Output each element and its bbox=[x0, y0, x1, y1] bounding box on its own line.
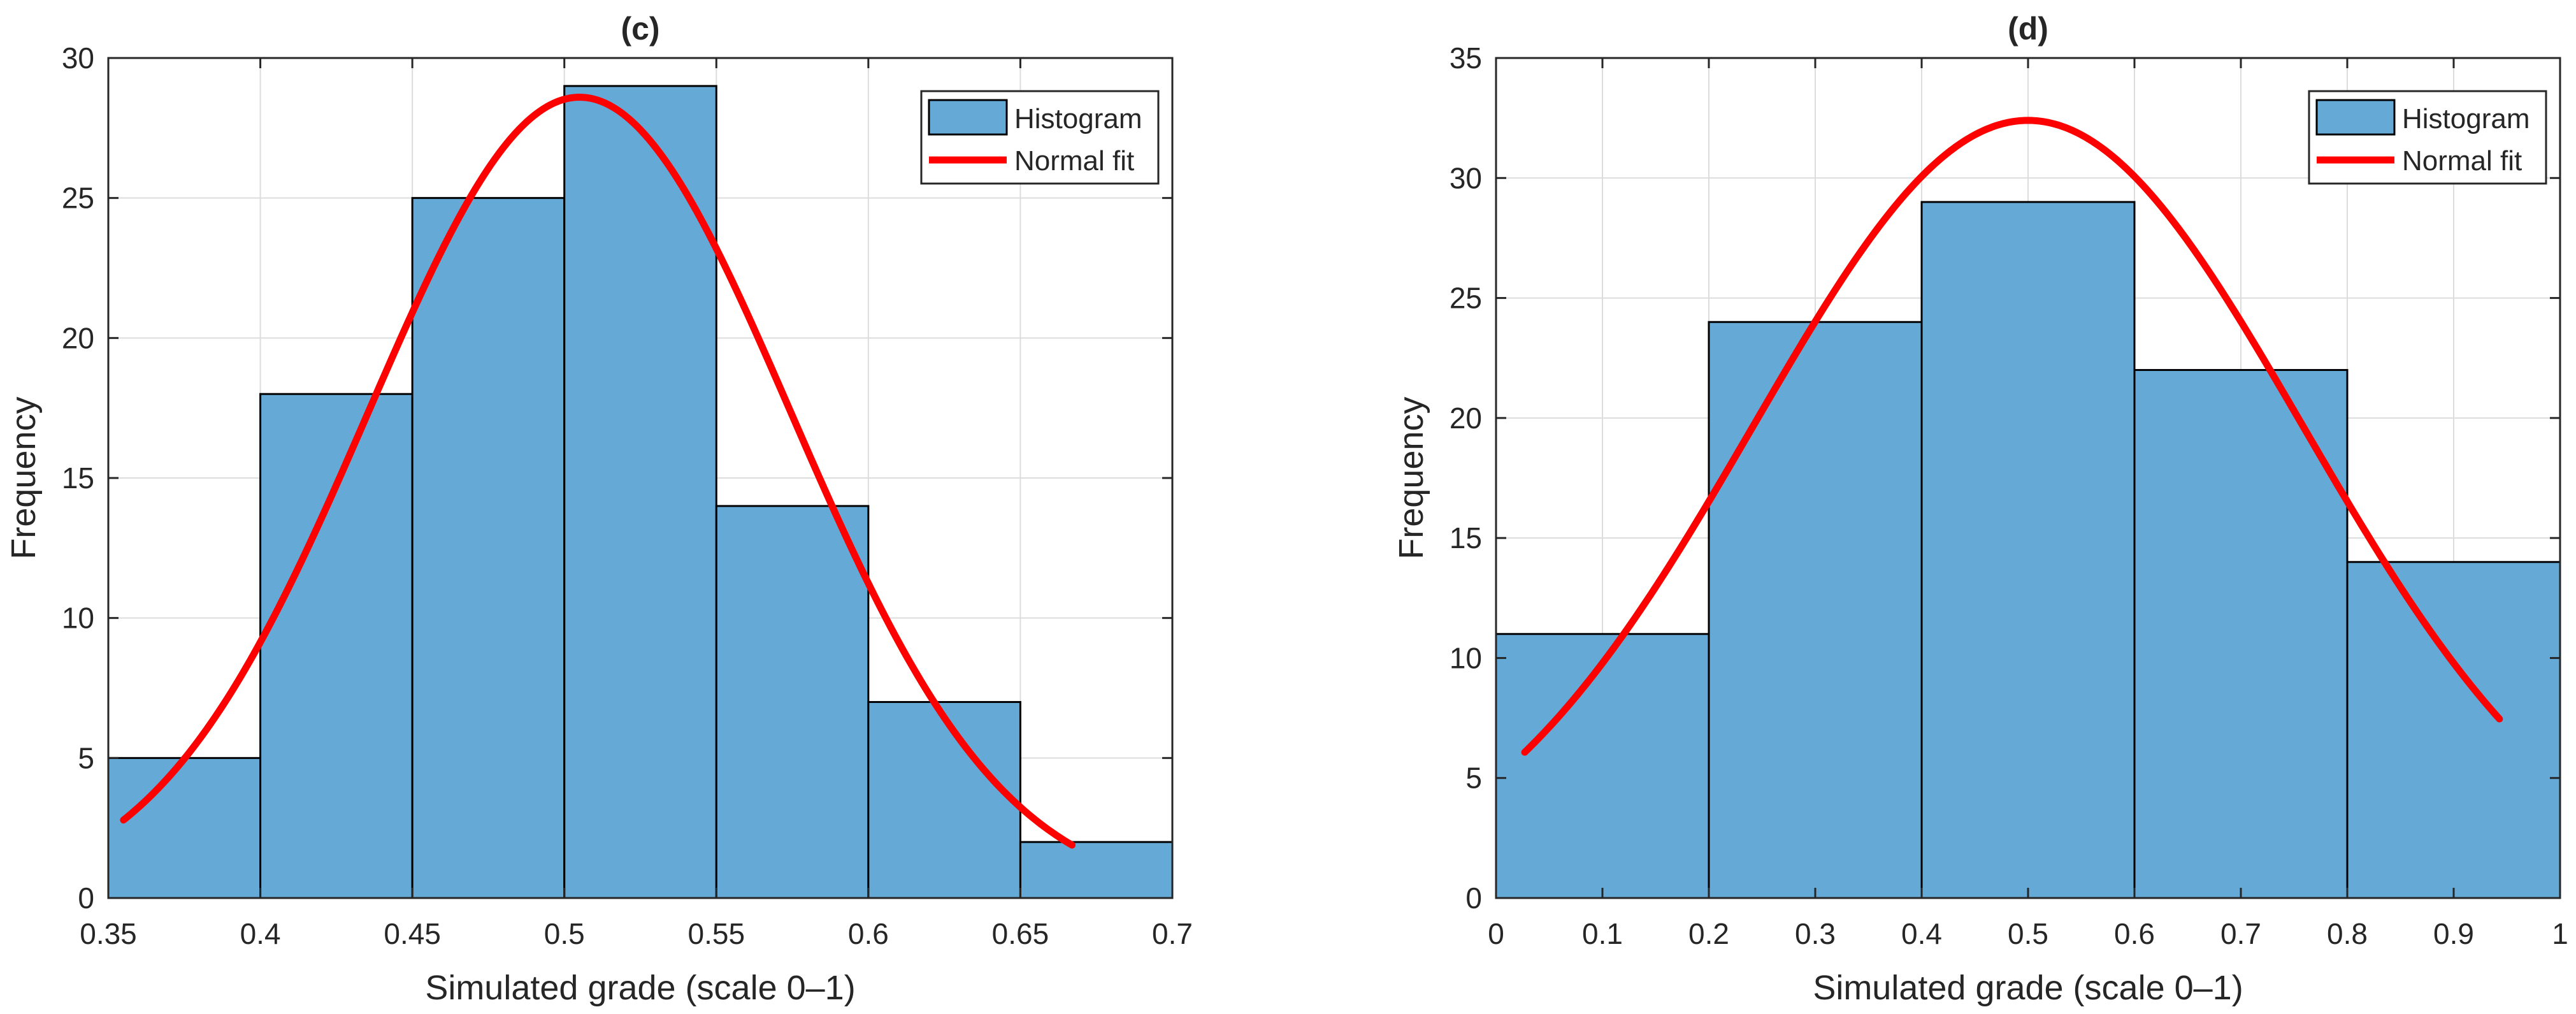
normal-fit-line bbox=[120, 94, 1076, 849]
histogram-bars bbox=[107, 85, 1174, 899]
x-tick-label: 0.4 bbox=[240, 917, 281, 950]
x-tick-labels: 0.35 0.4 0.45 0.5 0.55 0.6 0.65 0.7 bbox=[80, 917, 1193, 950]
x-tick-label: 1 bbox=[2552, 917, 2568, 950]
chart-d: 0 0.1 0.2 0.3 0.4 0.5 0.6 0.7 0.8 0.9 105101520253… bbox=[1392, 11, 2568, 1007]
y-tick-label: 25 bbox=[62, 182, 94, 215]
x-tick-label: 0.9 bbox=[2433, 917, 2474, 950]
x-tick-label: 0.2 bbox=[1688, 917, 1729, 950]
tick-marks bbox=[1495, 57, 2561, 899]
legend: Histogram Normal fit bbox=[2308, 90, 2547, 185]
legend-label-histogram: Histogram bbox=[1014, 103, 1142, 134]
x-tick-label: 0.3 bbox=[1795, 917, 1836, 950]
x-tick-label: 0.7 bbox=[1152, 917, 1193, 950]
y-tick-label: 20 bbox=[1450, 402, 1482, 435]
x-axis-label: Simulated grade (scale 0–1) bbox=[425, 969, 855, 1007]
chart-title: (c) bbox=[621, 11, 659, 47]
normal-fit-line bbox=[1521, 117, 2503, 756]
y-tick-label: 15 bbox=[1450, 521, 1482, 554]
histogram-bar bbox=[259, 393, 414, 899]
y-tick-label: 10 bbox=[1450, 641, 1482, 674]
x-tick-label: 0 bbox=[1488, 917, 1504, 950]
y-tick-label: 25 bbox=[1450, 282, 1482, 315]
y-axis-label: Frequency bbox=[1392, 396, 1430, 559]
legend-label-histogram: Histogram bbox=[2402, 103, 2530, 134]
legend-label-normal-fit: Normal fit bbox=[1014, 145, 1134, 177]
y-tick-label: 5 bbox=[1465, 762, 1482, 795]
legend: Histogram Normal fit bbox=[920, 90, 1160, 185]
histogram-bar bbox=[563, 85, 717, 899]
y-tick-labels: 0 5 10 15 20 25 30 bbox=[62, 41, 94, 915]
chart-c: 0.35 0.4 0.45 0.5 0.55 0.6 0.65 0.7 0 5 10 15 20 25 30… bbox=[4, 11, 1193, 1007]
x-tick-label: 0.35 bbox=[80, 917, 137, 950]
histogram-bar bbox=[2346, 561, 2561, 899]
x-axis-label: Simulated grade (scale 0–1) bbox=[1813, 969, 2243, 1007]
histogram-bars bbox=[1495, 201, 2561, 899]
x-tick-label: 0.6 bbox=[2114, 917, 2155, 950]
y-tick-label: 10 bbox=[62, 602, 94, 635]
x-tick-label: 0.4 bbox=[1901, 917, 1942, 950]
histogram-bar bbox=[107, 757, 262, 899]
histogram-bar bbox=[2133, 369, 2349, 899]
y-tick-label: 0 bbox=[78, 881, 94, 915]
histogram-bar bbox=[1708, 321, 1923, 899]
x-tick-label: 0.5 bbox=[2008, 917, 2048, 950]
x-tick-label: 0.45 bbox=[384, 917, 441, 950]
tick-marks bbox=[107, 57, 1174, 899]
y-tick-label: 35 bbox=[1450, 41, 1482, 75]
histogram-bar bbox=[1495, 633, 1710, 899]
x-tick-label: 0.1 bbox=[1582, 917, 1623, 950]
x-tick-labels: 0 0.1 0.2 0.3 0.4 0.5 0.6 0.7 0.8 0.9 1 bbox=[1488, 917, 2568, 950]
y-tick-label: 15 bbox=[62, 461, 94, 495]
legend-swatch-histogram bbox=[2315, 99, 2396, 136]
histogram-bar bbox=[867, 700, 1021, 899]
histogram-bar bbox=[1019, 841, 1174, 899]
legend-swatch-histogram bbox=[928, 99, 1008, 136]
x-tick-label: 0.7 bbox=[2220, 917, 2261, 950]
x-tick-label: 0.65 bbox=[992, 917, 1049, 950]
y-tick-label: 5 bbox=[78, 741, 94, 774]
x-tick-label: 0.8 bbox=[2327, 917, 2368, 950]
y-tick-labels: 0 5 10 15 20 25 30 35 bbox=[1450, 41, 1482, 915]
y-tick-label: 30 bbox=[1450, 161, 1482, 194]
x-tick-label: 0.5 bbox=[544, 917, 585, 950]
y-tick-label: 0 bbox=[1465, 881, 1482, 915]
chart-title: (d) bbox=[2008, 11, 2048, 47]
histogram-bar bbox=[1920, 201, 2136, 899]
histogram-bar bbox=[411, 197, 566, 899]
x-tick-label: 0.55 bbox=[688, 917, 745, 950]
y-tick-label: 20 bbox=[62, 321, 94, 354]
y-tick-label: 30 bbox=[62, 41, 94, 75]
histogram-bar bbox=[715, 505, 870, 899]
y-axis-label: Frequency bbox=[4, 396, 43, 559]
x-tick-label: 0.6 bbox=[848, 917, 889, 950]
legend-label-normal-fit: Normal fit bbox=[2402, 145, 2522, 177]
